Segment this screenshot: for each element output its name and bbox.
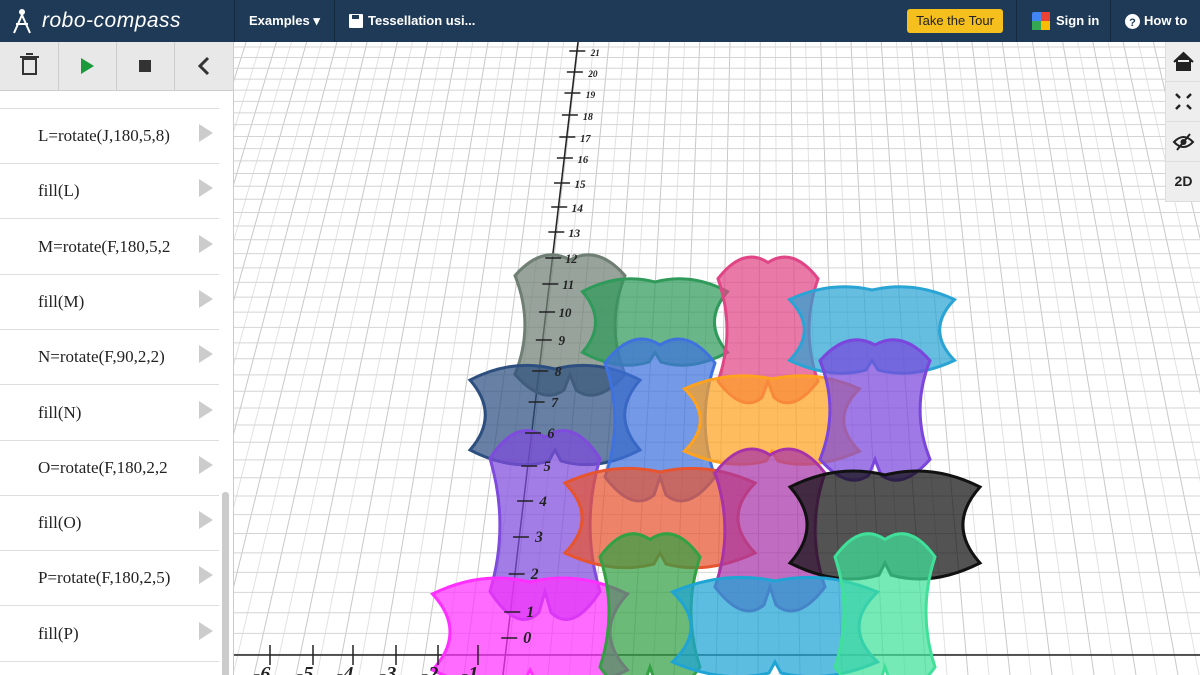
run-arrow[interactable] <box>198 123 214 143</box>
grid-line <box>234 42 293 242</box>
code-text: M=rotate(F,180,5,2 <box>38 236 171 256</box>
code-row[interactable] <box>0 53 219 109</box>
y-tick-label: 15 <box>574 179 586 191</box>
examples-menu[interactable]: Examples ▾ <box>249 13 320 28</box>
y-tick-label: 5 <box>544 459 551 475</box>
help-icon: ? <box>1125 14 1140 29</box>
mode-button[interactable]: 2D <box>1166 162 1200 202</box>
separator <box>1016 0 1017 42</box>
y-tick-label: 16 <box>578 154 589 166</box>
code-text: N=rotate(F,90,2,2) <box>38 347 165 367</box>
y-tick-label: 2 <box>530 566 539 583</box>
visibility-button[interactable] <box>1166 122 1200 162</box>
grid-line <box>1137 42 1200 315</box>
separator <box>1110 0 1111 42</box>
stop-button[interactable] <box>116 42 175 90</box>
y-tick-label: 4 <box>538 494 547 510</box>
y-tick-label: 13 <box>568 226 580 240</box>
code-row[interactable]: L=rotate(J,180,5,8) <box>0 108 219 164</box>
scrollbar[interactable] <box>222 492 229 675</box>
how-to[interactable]: How to <box>1144 13 1188 28</box>
grid-line <box>234 42 308 302</box>
code-row[interactable]: fill(N) <box>0 385 219 441</box>
svg-text:?: ? <box>1129 17 1136 29</box>
save-icon <box>349 14 363 28</box>
google-icon <box>1032 12 1050 30</box>
tour-button[interactable]: Take the Tour <box>907 9 1003 33</box>
fullscreen-button[interactable] <box>1166 82 1200 122</box>
tile <box>430 576 630 675</box>
y-tick-label: 20 <box>587 70 598 80</box>
run-arrow[interactable] <box>198 621 214 641</box>
y-tick-label: 19 <box>586 90 596 101</box>
separator <box>334 0 335 42</box>
examples-label: Examples <box>249 13 310 28</box>
code-text: fill(P) <box>38 623 79 643</box>
x-tick-label: -4 <box>337 663 354 675</box>
y-tick-label: 6 <box>547 426 555 442</box>
tile <box>833 532 937 675</box>
run-arrow[interactable] <box>198 289 214 309</box>
tile <box>818 338 932 482</box>
y-tick-label: 14 <box>571 203 583 215</box>
y-tick-label: 7 <box>551 396 559 411</box>
y-tick-label: 18 <box>583 112 593 123</box>
run-arrow[interactable] <box>198 344 214 364</box>
x-tick-label: -2 <box>422 663 439 675</box>
brand[interactable]: robo-compass <box>42 9 182 32</box>
y-tick-label: 3 <box>534 529 543 546</box>
code-text: L=rotate(J,180,5,8) <box>38 126 170 145</box>
y-tick-label: 9 <box>558 333 565 348</box>
y-tick-label: 1 <box>526 604 534 621</box>
collapse-button[interactable] <box>174 42 232 90</box>
run-arrow[interactable] <box>198 400 214 420</box>
logo <box>13 9 31 34</box>
code-row[interactable]: fill(M) <box>0 274 219 330</box>
play-button[interactable] <box>58 42 117 90</box>
run-arrow[interactable] <box>198 234 214 254</box>
code-text: O=rotate(F,180,2,2 <box>38 457 168 477</box>
y-tick-label: 0 <box>523 628 531 647</box>
y-tick-label: 8 <box>555 364 562 379</box>
code-text: P=rotate(F,180,2,5) <box>38 568 171 588</box>
y-tick-label: 12 <box>565 252 577 266</box>
y-tick-label: 21 <box>590 48 600 58</box>
x-tick-label: -3 <box>380 663 397 675</box>
toolbar <box>0 42 233 91</box>
sign-in[interactable]: Sign in <box>1056 13 1100 28</box>
x-tick-label: -1 <box>462 663 479 675</box>
delete-button[interactable] <box>0 42 59 90</box>
run-arrow[interactable] <box>198 178 214 198</box>
code-text: fill(L) <box>38 181 80 201</box>
x-tick-label: -5 <box>297 663 314 675</box>
run-arrow[interactable] <box>198 510 214 530</box>
navbar: robo-compass Examples ▾ Tessellation usi… <box>0 0 1200 42</box>
code-row[interactable]: M=rotate(F,180,5,2 <box>0 219 219 275</box>
run-arrow[interactable] <box>198 565 214 585</box>
run-arrow[interactable] <box>198 455 214 475</box>
file-name[interactable]: Tessellation usi... <box>368 13 476 28</box>
x-tick-label: -6 <box>254 663 271 675</box>
code-row[interactable]: fill(P) <box>0 606 219 662</box>
home-button[interactable] <box>1166 42 1200 82</box>
y-tick-label: 10 <box>559 306 572 320</box>
view-toolbar: 2D <box>1165 42 1200 202</box>
code-text: fill(N) <box>38 402 82 422</box>
code-text: fill(M) <box>38 291 85 311</box>
code-panel: L=rotate(J,180,5,8) fill(L) M=rotate(F,180… <box>0 42 234 675</box>
code-text: fill(O) <box>38 513 82 533</box>
code-row[interactable]: O=rotate(F,180,2,2 <box>0 440 219 496</box>
y-tick-label: 17 <box>580 134 591 145</box>
grid-line <box>234 42 277 185</box>
y-tick-label: 11 <box>562 278 574 292</box>
code-row[interactable]: P=rotate(F,180,2,5) <box>0 550 219 607</box>
separator <box>234 0 235 42</box>
code-row[interactable]: fill(L) <box>0 163 219 220</box>
code-row[interactable]: fill(O) <box>0 495 219 552</box>
code-row[interactable]: N=rotate(F,90,2,2) <box>0 329 219 386</box>
